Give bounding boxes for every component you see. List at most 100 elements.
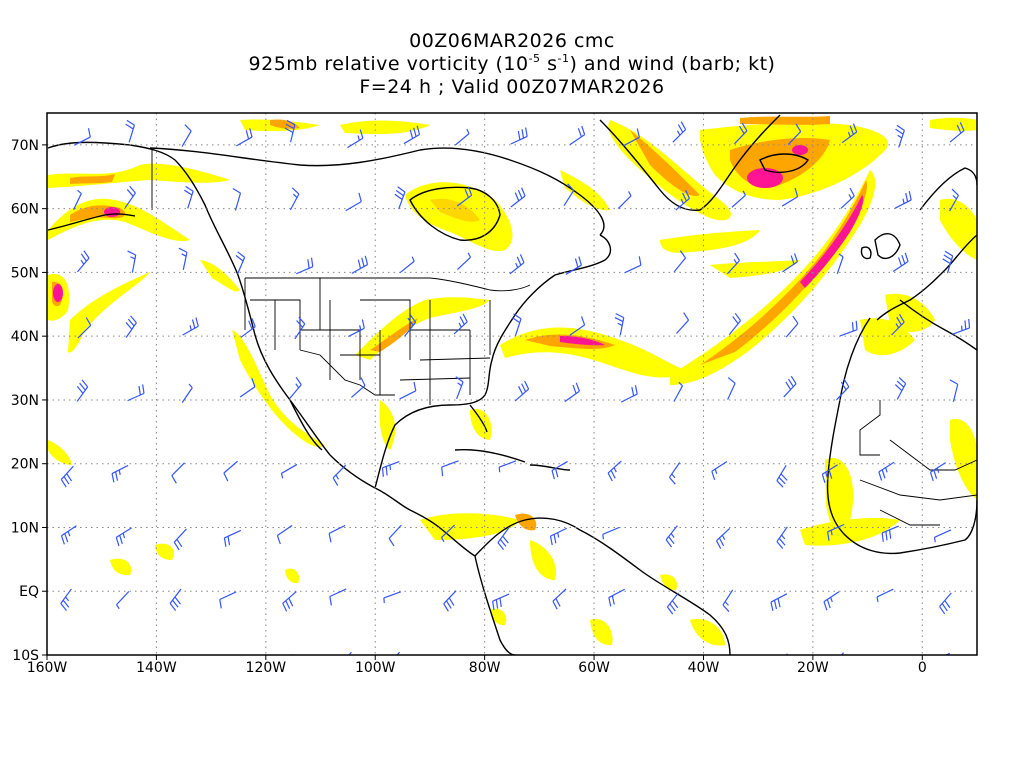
wind-barb (770, 593, 788, 612)
wind-barb (329, 588, 347, 606)
wind-barb (551, 460, 568, 480)
wind-barb (111, 464, 129, 483)
wind-barb (444, 658, 456, 679)
longitude-labels: 160W 140W 120W 100W 80W 60W 40W 20W 0 (27, 660, 927, 676)
wind-barb (125, 119, 136, 143)
wind-barb (783, 375, 797, 398)
lat-tick-label: 10S (12, 648, 39, 664)
wind-barb (949, 122, 965, 143)
wind-barb (511, 313, 522, 337)
wind-barb (731, 190, 746, 208)
wind-barb (952, 318, 971, 335)
wind-barb (665, 525, 678, 548)
wind-barb (282, 591, 297, 612)
title-line-1: 00Z06MAR2026 cmc (409, 30, 615, 52)
wind-barb (552, 588, 567, 610)
wind-barb (111, 657, 126, 675)
wind-barb (182, 317, 199, 336)
wind-barb (116, 591, 130, 610)
wind-barb (443, 590, 457, 612)
wind-barb (404, 314, 417, 337)
wind-barb (785, 653, 788, 655)
political-borders (151, 148, 977, 526)
lat-tick-label: EQ (19, 584, 39, 600)
wind-barb (394, 186, 406, 210)
wind-barb (289, 377, 302, 399)
wind-barb (728, 312, 742, 336)
wind-barb (891, 314, 905, 336)
gridlines (47, 113, 977, 655)
wind-barb (840, 652, 845, 655)
wind-barb (886, 656, 898, 677)
wind-barb (72, 189, 82, 211)
wind-barb (776, 526, 788, 549)
wind-barb (514, 380, 530, 402)
wind-barb (284, 119, 296, 143)
wind-barb (127, 250, 137, 273)
wind-barb (878, 461, 895, 481)
wind-barb (821, 464, 838, 484)
wind-barb (675, 312, 690, 334)
lat-tick-label: 40N (11, 329, 39, 345)
lon-tick-label: 60W (578, 660, 610, 676)
wind-barb (181, 383, 193, 403)
wind-barb (441, 460, 459, 477)
lon-tick-label: 100W (355, 660, 396, 676)
wind-barb (892, 252, 909, 272)
wind-barb (169, 588, 182, 611)
wind-barb (668, 462, 681, 485)
wind-barb (715, 527, 731, 549)
wind-barb (933, 529, 952, 543)
wind-barb (294, 316, 306, 340)
wind-barb (673, 250, 687, 273)
wind-barb (76, 379, 89, 402)
wind-barb (232, 187, 242, 211)
wind-barb (711, 460, 728, 481)
wind-barb (181, 124, 192, 147)
wind-barb (623, 128, 640, 147)
vorticity-shading (48, 116, 977, 646)
wind-barb (827, 523, 845, 541)
wind-barb (115, 527, 132, 547)
wind-barb (289, 187, 300, 211)
lon-tick-label: 160W (27, 660, 68, 676)
wind-barb (734, 122, 748, 145)
wind-barb (949, 188, 959, 212)
wind-barb (388, 524, 402, 547)
lat-tick-label: 10N (11, 520, 39, 536)
wind-barb (614, 313, 625, 336)
wind-barbs (60, 119, 971, 679)
lon-tick-label: 120W (246, 660, 287, 676)
wind-barb (403, 125, 421, 145)
wind-barb (949, 379, 959, 402)
wind-barb (781, 187, 799, 207)
wind-barb (666, 592, 680, 615)
wind-barb (894, 377, 907, 400)
wind-barb (841, 123, 858, 144)
wind-barb (453, 313, 468, 335)
wind-barb (658, 656, 674, 673)
wind-barb (456, 186, 473, 207)
wind-barb (549, 657, 563, 673)
lat-tick-label: 30N (11, 393, 39, 409)
wind-barb (345, 192, 362, 212)
wind-barb (675, 190, 691, 211)
wind-barb (74, 128, 91, 146)
wind-barb (239, 378, 256, 398)
wind-barb (125, 315, 137, 338)
wind-barb (296, 257, 314, 275)
axis-ticks (42, 144, 923, 660)
wind-barb (840, 187, 855, 209)
wind-barb (617, 191, 632, 209)
wind-barb (881, 525, 900, 542)
map-title: 00Z06MAR2026 cmc 925mb relative vorticit… (0, 30, 1024, 99)
wind-barb (60, 465, 74, 488)
wind-barb (171, 462, 185, 484)
wind-barb (399, 256, 415, 274)
wind-barb (510, 187, 526, 208)
lat-tick-label: 60N (11, 202, 39, 218)
wind-barb (942, 250, 954, 274)
map-frame (46, 112, 978, 656)
wind-barb (823, 591, 840, 611)
